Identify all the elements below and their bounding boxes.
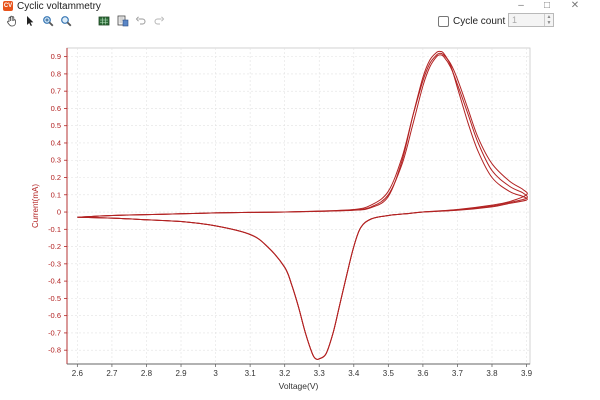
y-tick-label: 0.4 <box>51 138 61 147</box>
app-icon: CV <box>3 1 13 11</box>
zoom-in-icon[interactable] <box>41 14 55 28</box>
y-tick-label: -0.2 <box>48 242 61 251</box>
y-tick-label: -0.5 <box>48 294 61 303</box>
cv-cycle-curve <box>77 52 528 360</box>
x-tick-label: 3.5 <box>383 369 395 378</box>
cycle-count-spinbox[interactable]: 1 ▲ ▼ <box>508 13 554 27</box>
y-tick-label: -0.1 <box>48 225 61 234</box>
y-tick-label: -0.3 <box>48 259 61 268</box>
undo-icon[interactable] <box>134 14 148 28</box>
y-tick-label: -0.6 <box>48 311 61 320</box>
plot-area <box>66 47 531 365</box>
x-tick-label: 3.7 <box>452 369 464 378</box>
y-tick-label: 0 <box>57 208 61 217</box>
x-tick-label: 2.9 <box>175 369 187 378</box>
y-tick-label: 0.9 <box>51 52 61 61</box>
hand-pan-icon[interactable] <box>5 14 19 28</box>
x-tick-label: 3.6 <box>417 369 429 378</box>
y-tick-label: 0.3 <box>51 156 61 165</box>
x-tick-label: 3.9 <box>521 369 533 378</box>
x-tick-label: 2.8 <box>141 369 153 378</box>
y-axis-label: Current(mA) <box>31 184 40 228</box>
x-axis-label: Voltage(V) <box>279 381 319 391</box>
x-tick-label: 3 <box>213 369 218 378</box>
y-tick-label: -0.8 <box>48 346 61 355</box>
title-bar: CV Cyclic voltammetry – □ ✕ <box>0 0 600 13</box>
redo-icon[interactable] <box>152 14 166 28</box>
toolbar <box>0 13 600 29</box>
close-button[interactable]: ✕ <box>570 0 580 11</box>
y-tick-label: 0.7 <box>51 87 61 96</box>
y-tick-label: 0.1 <box>51 190 61 199</box>
x-tick-label: 2.6 <box>72 369 84 378</box>
x-tick-label: 3.2 <box>279 369 291 378</box>
spin-arrows-icon[interactable]: ▲ ▼ <box>544 14 553 26</box>
y-tick-label: 0.8 <box>51 69 61 78</box>
export-icon[interactable] <box>116 14 130 28</box>
x-tick-label: 3.4 <box>348 369 360 378</box>
cycle-count-value: 1 <box>512 15 518 25</box>
zoom-reset-icon[interactable] <box>59 14 73 28</box>
pointer-arrow-icon[interactable] <box>23 14 37 28</box>
y-tick-label: -0.4 <box>48 277 61 286</box>
y-tick-label: -0.7 <box>48 328 61 337</box>
cycle-count-checkbox[interactable] <box>438 15 449 27</box>
y-tick-label: 0.5 <box>51 121 61 130</box>
y-tick-label: 0.2 <box>51 173 61 182</box>
maximize-button[interactable]: □ <box>543 0 551 11</box>
x-tick-label: 3.1 <box>245 369 257 378</box>
minimize-button[interactable]: – <box>518 0 524 11</box>
cycle-count-label: Cycle count <box>453 15 506 27</box>
x-tick-label: 3.3 <box>314 369 326 378</box>
cycle-count-control: Cycle count <box>438 14 505 28</box>
y-tick-label: 0.6 <box>51 104 61 113</box>
x-tick-label: 3.8 <box>486 369 498 378</box>
data-view-icon[interactable] <box>97 14 111 28</box>
window-title: Cyclic voltammetry <box>17 1 101 12</box>
x-tick-label: 2.7 <box>106 369 118 378</box>
